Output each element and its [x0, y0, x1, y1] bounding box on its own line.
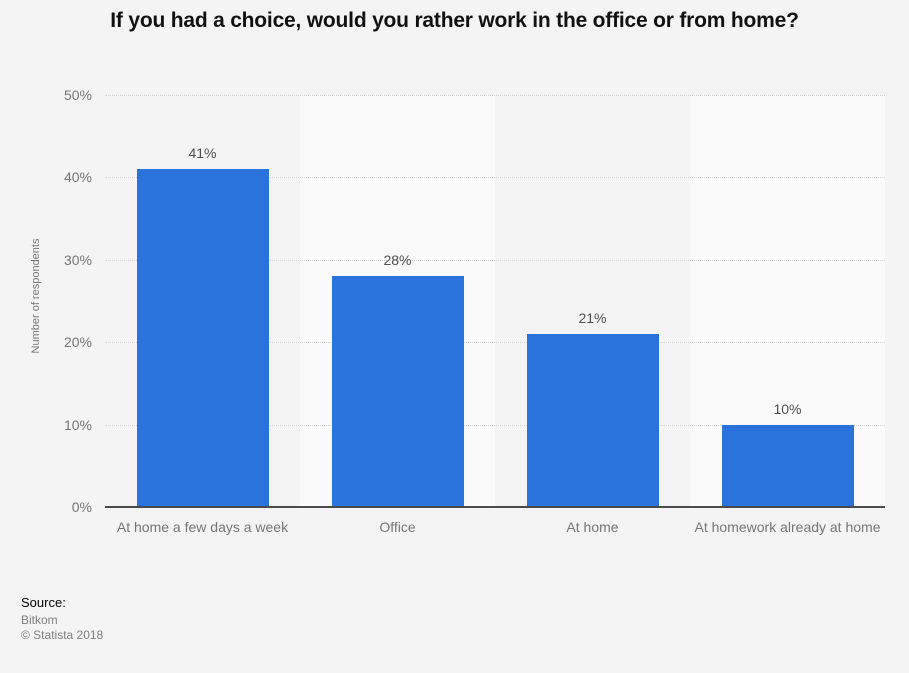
y-tick-label: 10% — [63, 416, 92, 433]
x-category-label: At home — [566, 519, 619, 535]
plot-area: 41% 28% 21% 10% — [105, 95, 885, 508]
copyright-notice: © Statista 2018 — [21, 628, 104, 642]
x-category-label: Office — [379, 519, 416, 535]
y-tick-label: 40% — [63, 169, 92, 186]
bar-4 — [721, 424, 854, 507]
x-axis-line — [105, 506, 885, 508]
source-block: Source: Bitkom © Statista 2018 — [21, 594, 103, 643]
bar-value-label: 41% — [188, 145, 217, 162]
chart-title: If you had a choice, would you rather wo… — [110, 9, 799, 32]
source-label: Source: — [21, 595, 66, 610]
y-tick-label: 0% — [71, 499, 92, 515]
source-name: Bitkom — [21, 613, 58, 627]
y-tick-label: 50% — [63, 87, 92, 103]
y-tick-label: 20% — [63, 334, 92, 351]
y-tick-label: 30% — [63, 251, 92, 268]
bar-value-label: 28% — [383, 252, 412, 269]
bar-3 — [526, 333, 659, 507]
gridline-10 — [105, 424, 885, 426]
bar-value-label: 21% — [578, 309, 607, 326]
gridline-50 — [105, 95, 885, 96]
gridline-30 — [105, 259, 885, 261]
bar-2 — [331, 276, 464, 507]
gridline-20 — [105, 342, 885, 344]
x-category-label: At homework already at home — [694, 519, 881, 535]
gridline-40 — [105, 177, 885, 179]
x-category-label: At home a few days a week — [116, 519, 289, 535]
bar-value-label: 10% — [773, 400, 802, 417]
bar-1 — [136, 169, 269, 507]
